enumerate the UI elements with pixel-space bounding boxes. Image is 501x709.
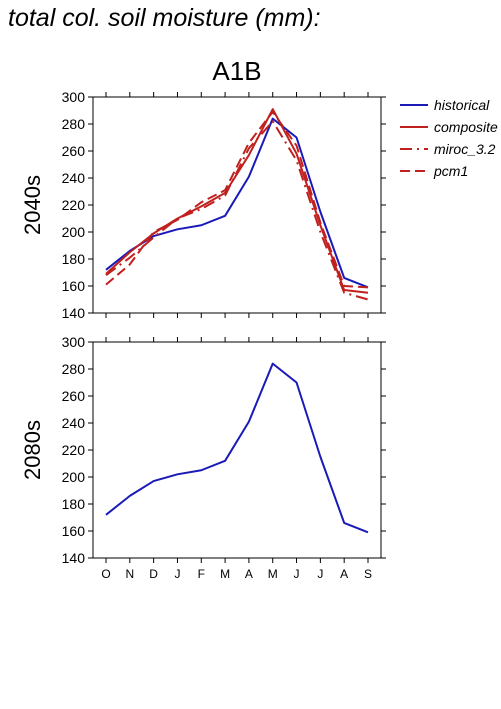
y-tick-label: 180	[62, 496, 86, 512]
y-tick-label: 200	[62, 224, 86, 240]
x-tick-label: D	[149, 567, 158, 581]
y-tick-label: 240	[62, 415, 86, 431]
x-tick-label: O	[101, 567, 110, 581]
panel-2040s: 140 160 180 200 220 240 260 280 300	[62, 89, 386, 321]
series-line-historical	[105, 362, 369, 534]
series-line-historical	[105, 117, 369, 289]
x-tick-label: J	[317, 567, 323, 581]
y-tick-label: 260	[62, 143, 86, 159]
x-tick-label: A	[340, 567, 348, 581]
x-tick-label: A	[245, 567, 253, 581]
x-tick-label: J	[294, 567, 300, 581]
y-tick-label: 200	[62, 469, 86, 485]
y-tick-label: 300	[62, 334, 86, 350]
y-tick-label: 180	[62, 251, 86, 267]
plot-frame	[92, 341, 382, 559]
series-line-pcm1	[105, 110, 369, 289]
y-tick-label: 260	[62, 388, 86, 404]
y-tick-label: 220	[62, 197, 86, 213]
row-label-2080s: 2080s	[20, 420, 45, 480]
x-tick-label: M	[268, 567, 278, 581]
y-tick-label: 240	[62, 170, 86, 186]
y-tick-label: 300	[62, 89, 86, 105]
x-tick-label: S	[364, 567, 372, 581]
y-tick-label: 280	[62, 361, 86, 377]
series-line-miroc-3-2	[105, 120, 369, 301]
legend-label: pcm1	[433, 163, 468, 179]
plot-frame	[92, 96, 382, 314]
x-tick-label: F	[198, 567, 205, 581]
y-tick-label: 280	[62, 116, 86, 132]
y-tick-label: 140	[62, 305, 86, 321]
y-tick-label: 140	[62, 550, 86, 566]
legend-label: historical	[434, 97, 490, 113]
x-tick-label: J	[174, 567, 180, 581]
scenario-title: A1B	[212, 56, 261, 86]
y-tick-label: 160	[62, 278, 86, 294]
row-label-2040s: 2040s	[20, 175, 45, 235]
legend-label: composite	[434, 119, 498, 135]
y-tick-label: 220	[62, 442, 86, 458]
x-tick-label: N	[125, 567, 134, 581]
figure-title: total col. soil moisture (mm):	[8, 4, 321, 32]
panel-2080s: 140 160 180 200 220 240 260 280 300 O N D J F M A M J J A S	[62, 334, 386, 581]
x-tick-label: M	[220, 567, 230, 581]
legend: historical composite miroc_3.2 pcm1	[400, 97, 498, 179]
y-tick-label: 160	[62, 523, 86, 539]
legend-label: miroc_3.2	[434, 141, 496, 157]
series-line-composite	[105, 108, 369, 294]
